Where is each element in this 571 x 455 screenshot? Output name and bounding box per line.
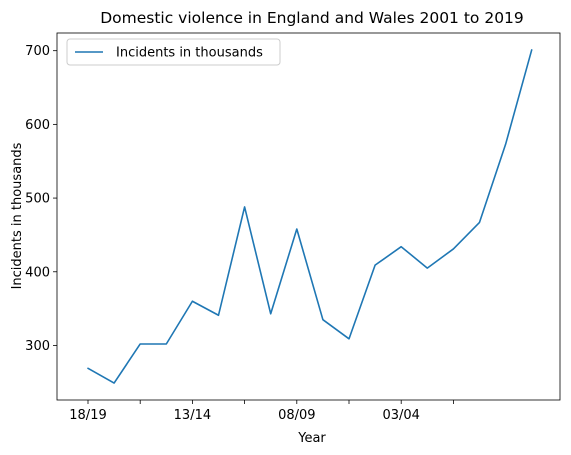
x-axis: 18/19 13/14 08/09 03/04 [69, 400, 454, 423]
chart-title: Domestic violence in England and Wales 2… [100, 9, 524, 27]
y-axis: 300 400 500 600 700 [25, 44, 57, 354]
x-axis-label: Year [297, 431, 326, 446]
y-tick-label: 500 [25, 192, 50, 207]
legend-label: Incidents in thousands [116, 46, 263, 61]
y-tick-label: 300 [25, 339, 50, 354]
y-tick-label: 400 [25, 265, 50, 280]
plot-area [56, 32, 561, 401]
legend: Incidents in thousands [66, 38, 281, 66]
plot-frame [56, 32, 561, 401]
y-tick-label: 600 [25, 118, 50, 133]
legend-box [66, 38, 281, 66]
y-axis-label: Incidents in thousands [10, 142, 25, 289]
x-tick-label: 13/14 [174, 408, 211, 423]
y-tick-label: 700 [25, 44, 50, 59]
x-tick-label: 08/09 [278, 408, 315, 423]
x-tick-label: 03/04 [382, 408, 419, 423]
x-tick-label: 18/19 [69, 408, 106, 423]
series-line-incidents [87, 49, 533, 384]
